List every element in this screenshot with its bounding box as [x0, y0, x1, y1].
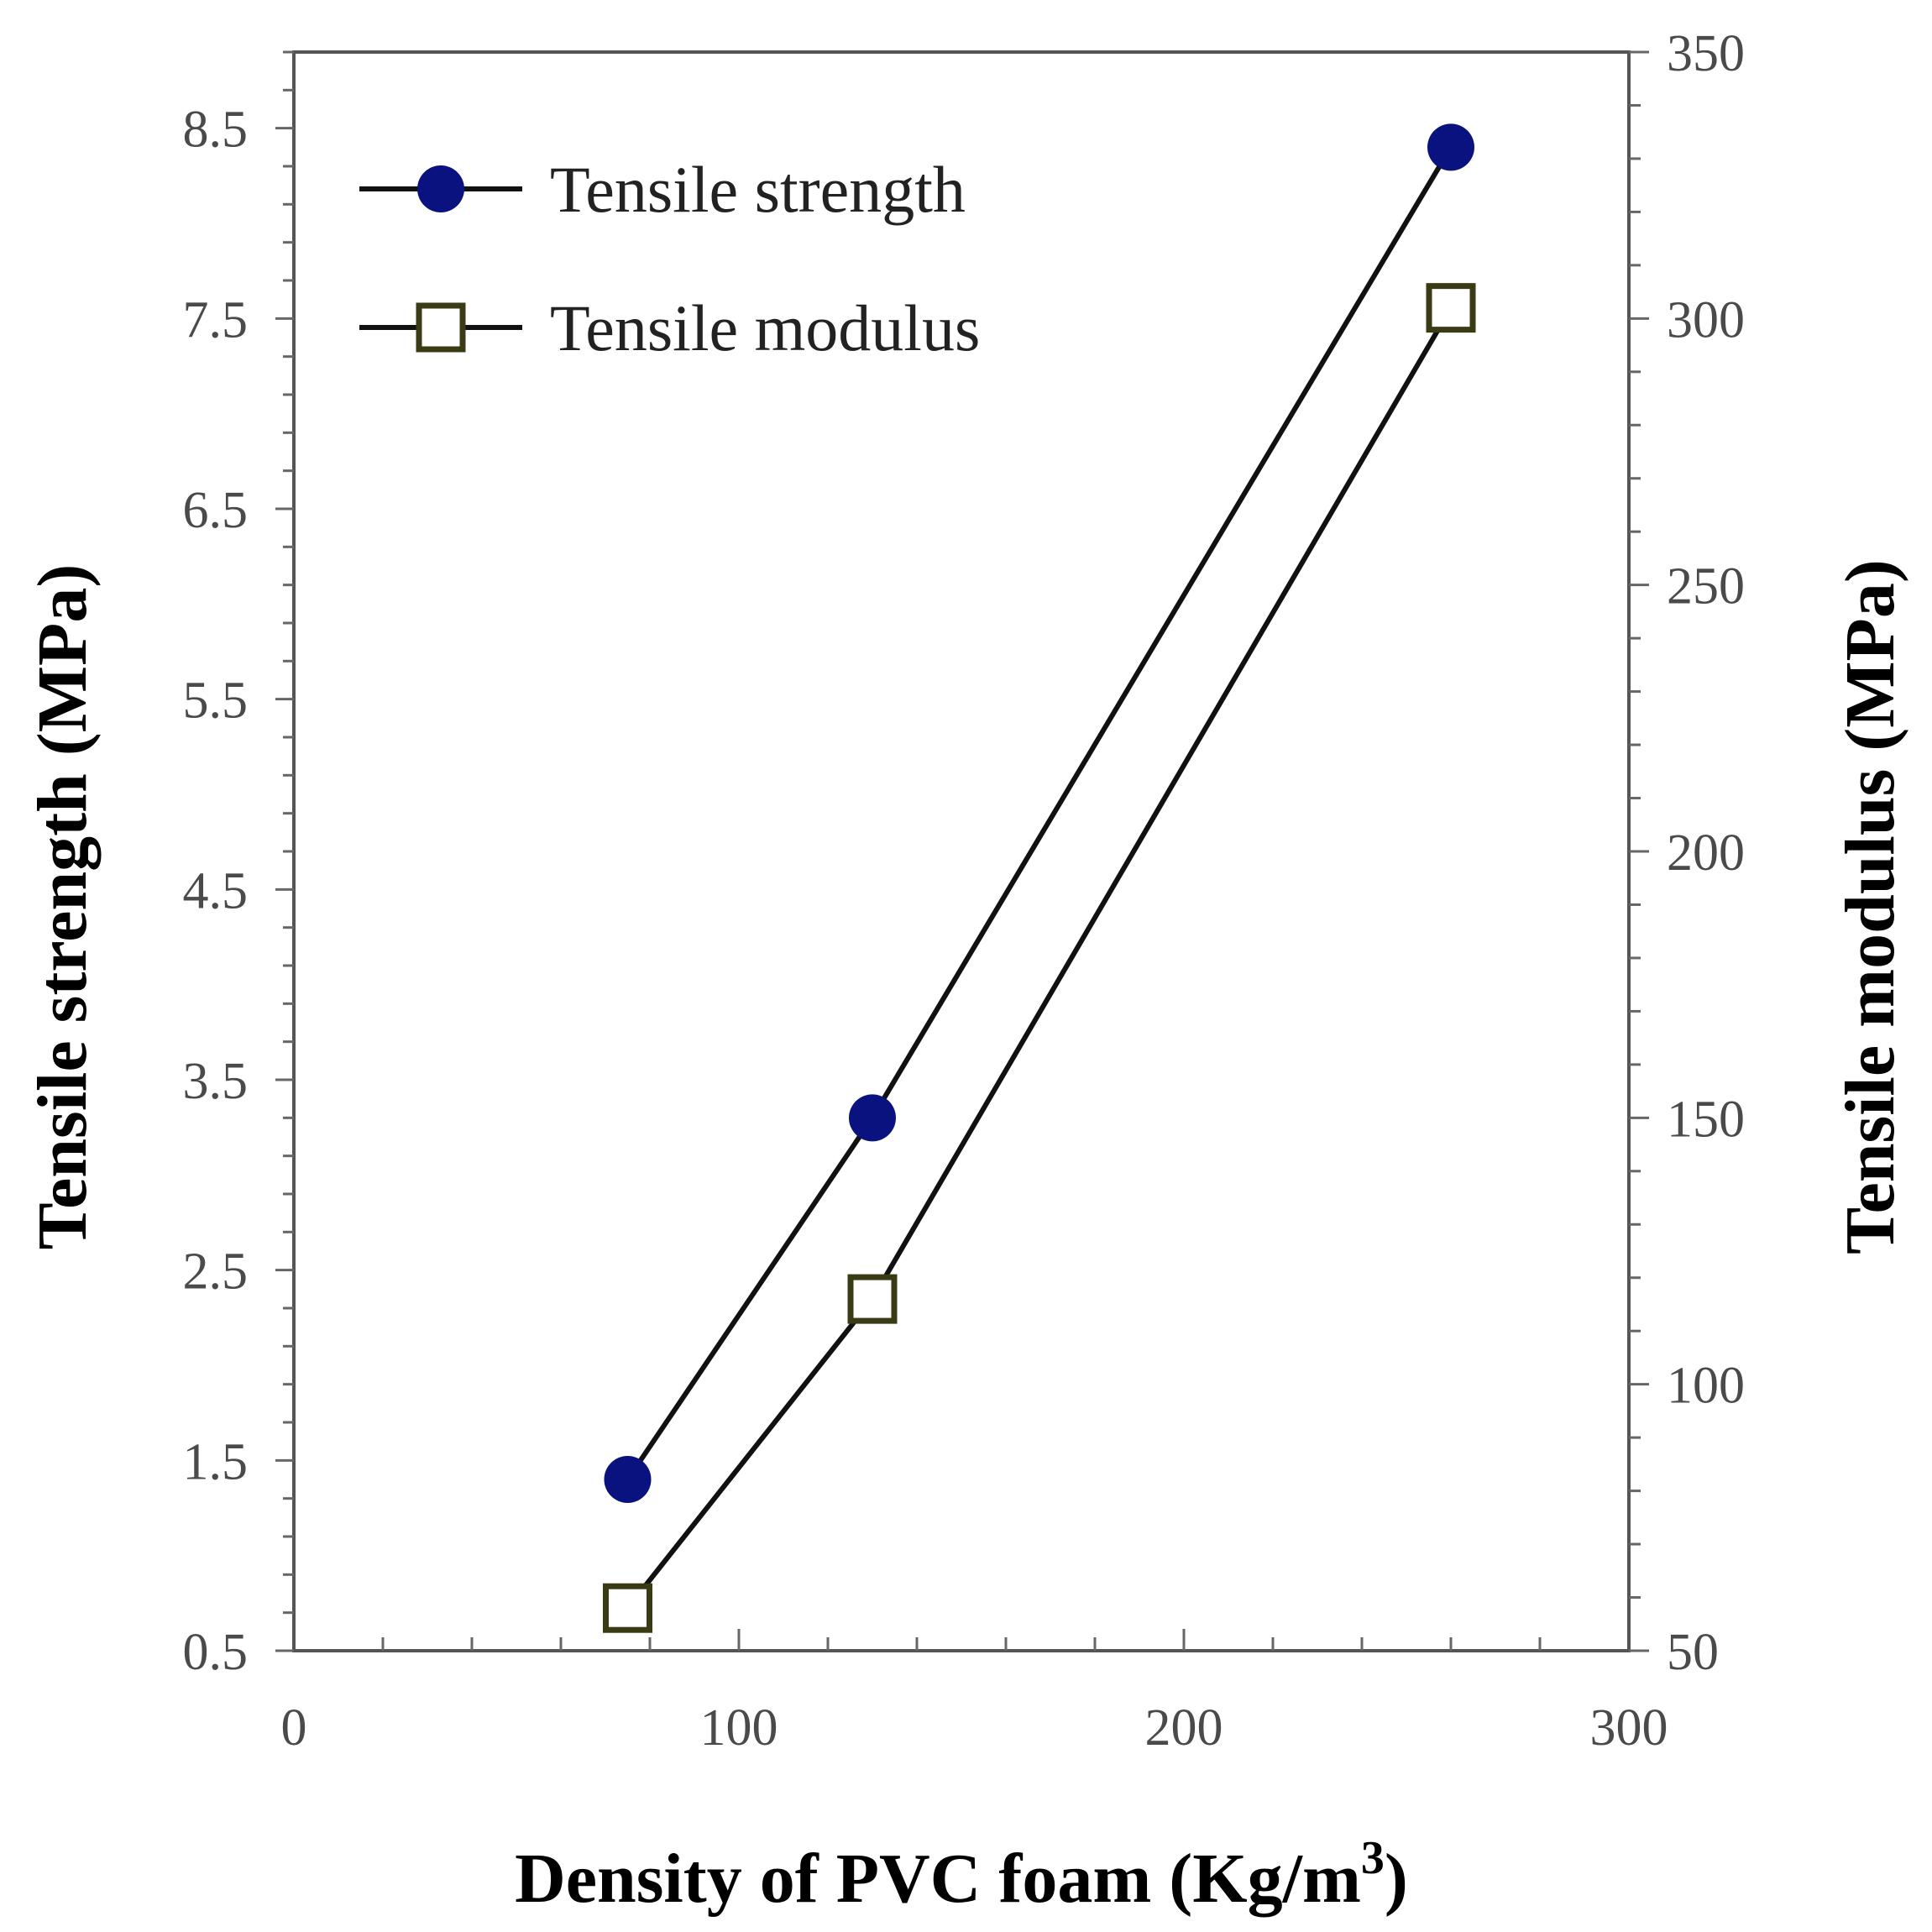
left-y-tick-label: 5.5	[183, 673, 249, 730]
x-tick-label: 200	[1145, 1699, 1223, 1757]
data-point-tensile-strength	[849, 1094, 896, 1142]
x-axis-ticks: 0 100 200 300	[281, 1629, 1668, 1757]
data-point-tensile-strength	[1427, 123, 1474, 171]
data-point-tensile-strength	[604, 1456, 652, 1503]
x-tick-label: 0	[281, 1699, 307, 1757]
legend-marker-tensile-strength	[417, 165, 464, 212]
legend-label-tensile-strength: Tensile strength	[550, 153, 966, 226]
data-point-tensile-modulus	[603, 1583, 652, 1633]
series-line-tensile-modulus	[626, 306, 1453, 1610]
series-markers	[603, 123, 1476, 1633]
x-axis-title-tail: )	[1385, 1840, 1408, 1918]
right-y-tick-label: 50	[1667, 1624, 1719, 1681]
legend-label-tensile-modulus: Tensile modulus	[550, 291, 980, 364]
x-axis-title-main: Density of PVC foam (Kg/m	[515, 1840, 1361, 1918]
right-y-tick-label: 350	[1667, 25, 1745, 82]
left-y-tick-label: 6.5	[183, 482, 249, 539]
left-y-tick-label: 3.5	[183, 1053, 249, 1110]
left-y-tick-label: 2.5	[183, 1243, 249, 1301]
right-axis-title: Tensile modulus (MPa)	[1831, 559, 1909, 1254]
left-y-tick-label: 0.5	[183, 1624, 249, 1681]
right-y-tick-label: 100	[1667, 1358, 1745, 1415]
left-axis-title: Tensile strength (MPa)	[24, 564, 102, 1250]
left-y-tick-label: 1.5	[183, 1433, 249, 1490]
left-y-tick-label: 8.5	[183, 102, 249, 159]
data-point-tensile-modulus	[847, 1274, 898, 1324]
x-tick-label: 100	[700, 1699, 778, 1757]
series-lines	[626, 145, 1453, 1610]
right-y-tick-label: 150	[1667, 1091, 1745, 1148]
legend-marker-tensile-modulus	[416, 302, 466, 353]
left-axis-ticks: 0.5 1.5 2.5 3.5 4.5 5.5 6.5 7.5 8.5	[183, 50, 294, 1681]
right-y-tick-label: 250	[1667, 558, 1745, 615]
right-axis-ticks: 50 100 150 200 250 300 350	[1629, 25, 1745, 1681]
right-y-tick-label: 300	[1667, 291, 1745, 348]
x-tick-label: 300	[1590, 1699, 1668, 1757]
left-y-tick-label: 4.5	[183, 862, 249, 919]
data-point-tensile-modulus	[1426, 283, 1476, 333]
legend: Tensile strength Tensile modulus	[359, 153, 980, 364]
right-y-tick-label: 200	[1667, 825, 1745, 882]
left-y-tick-label: 7.5	[183, 291, 249, 348]
x-axis-title: Density of PVC foam (Kg/m3)	[515, 1832, 1408, 1918]
x-axis-title-superscript: 3	[1361, 1832, 1385, 1884]
